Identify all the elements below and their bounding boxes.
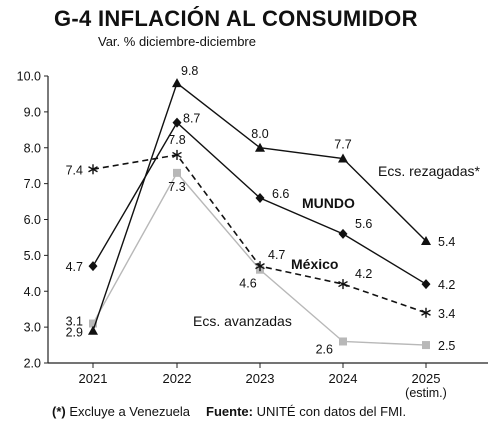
y-tick-label: 5.0 [24,249,41,263]
diamond-marker [338,228,348,239]
data-label: 8.7 [183,112,200,126]
x-tick-label: 2022 [163,371,192,386]
square-marker [89,319,97,328]
y-tick-label: 7.0 [24,177,41,191]
data-label: 6.6 [272,187,289,201]
y-tick-label: 9.0 [24,105,41,119]
y-tick-label: 2.0 [24,357,41,371]
chart-subtitle: Var. % diciembre-diciembre [98,34,256,49]
triangle-marker [255,142,265,152]
asterisk-marker [338,279,348,290]
y-tick-label: 3.0 [24,321,41,335]
diamond-marker [172,117,182,128]
y-tick-label: 10.0 [17,70,41,84]
asterisk-stroke [88,166,98,173]
y-tick-label: 6.0 [24,213,41,227]
data-label: 5.6 [355,217,372,231]
diamond-marker [421,279,431,290]
data-label: 2.5 [438,339,455,353]
data-label: 7.4 [66,163,83,177]
series-line [92,82,427,331]
series-name-label: Ecs. rezagadas* [378,163,480,179]
data-label: 4.7 [66,260,83,274]
series-name-label: Ecs. avanzadas [193,313,292,329]
data-label: 2.9 [66,326,83,340]
series-name-label: MUNDO [302,195,355,211]
x-tick-label: 2025 [412,371,441,386]
asterisk-stroke [421,309,431,316]
y-tick-label: 4.0 [24,285,41,299]
x-tick-label: 2023 [246,371,275,386]
triangle-marker [338,153,348,163]
data-label: 4.7 [268,248,285,262]
asterisk-marker [88,164,98,175]
asterisk-marker [172,149,182,160]
square-marker [173,168,181,177]
square-marker [422,341,430,350]
data-label: 5.4 [438,235,455,249]
triangle-marker [421,236,431,246]
data-label: 7.3 [168,180,185,194]
source-label: Fuente: [206,404,253,419]
diamond-marker [88,261,98,272]
source-text: UNITÉ con datos del FMI. [252,404,407,419]
asterisk-stroke [338,280,348,288]
data-label: 2.6 [316,342,333,356]
data-label: 4.2 [438,278,455,292]
data-label: 3.1 [66,315,83,329]
data-label: 4.2 [355,267,372,281]
data-label: 7.7 [334,138,351,152]
data-label: 4.6 [239,277,256,291]
x-tick-sublabel: (estim.) [405,386,447,400]
y-tick-label: 8.0 [24,141,41,155]
diamond-marker [255,192,265,203]
square-marker [339,337,347,346]
footnote-mark: (*) [52,404,66,419]
footnote-text: Excluye a Venezuela [65,404,191,419]
series-2 [88,149,431,318]
triangle-marker [88,325,98,335]
data-label: 7.8 [168,133,185,147]
data-label: 3.4 [438,307,455,321]
data-label: 8.0 [251,127,268,141]
series-1 [88,117,431,290]
series-0 [88,78,431,335]
series-name-label: México [291,256,338,272]
triangle-marker [172,78,182,88]
x-tick-label: 2021 [79,371,108,386]
asterisk-marker [421,307,431,318]
asterisk-marker [255,261,265,272]
data-label: 9.8 [181,64,198,78]
footnote: (*) Excluye a Venezuela Fuente: UNITÉ con… [52,404,406,419]
asterisk-stroke [255,263,265,270]
chart-title: G-4 INFLACIÓN AL CONSUMIDOR [54,6,418,31]
x-tick-label: 2024 [329,371,358,386]
asterisk-stroke [172,151,182,159]
